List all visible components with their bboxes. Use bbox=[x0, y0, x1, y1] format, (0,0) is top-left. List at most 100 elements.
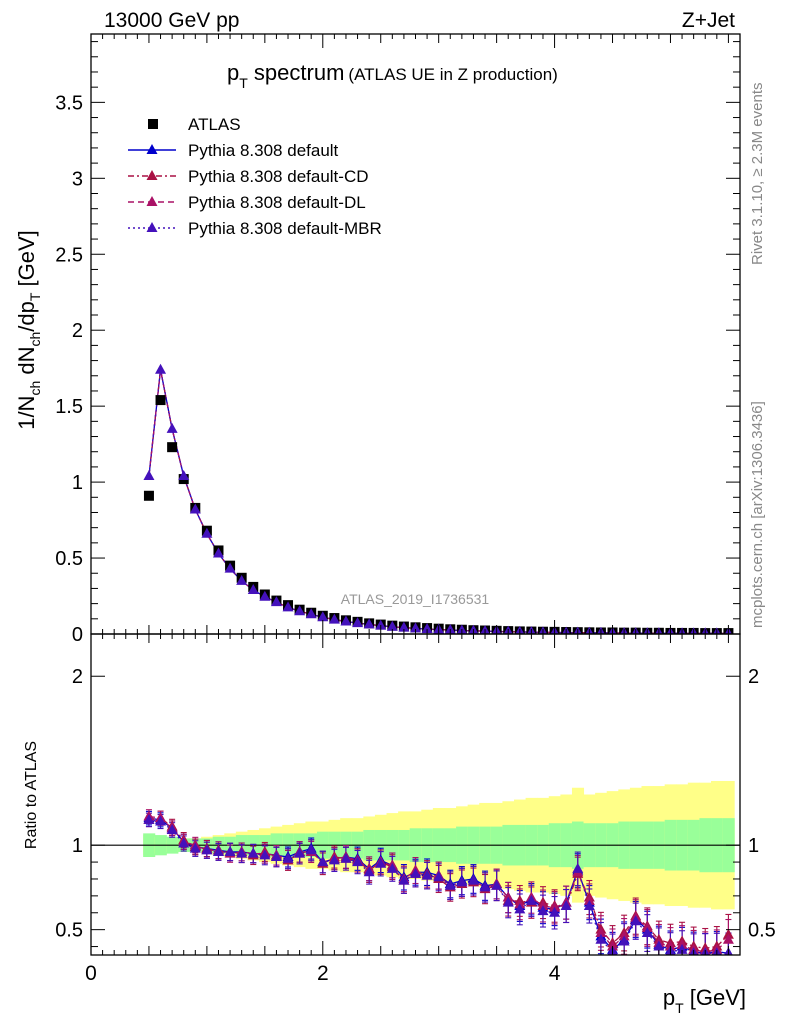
mc-point-top bbox=[236, 574, 248, 585]
ratio-point bbox=[595, 927, 607, 938]
ratio-point bbox=[618, 935, 630, 946]
ratio-point bbox=[560, 900, 572, 911]
ratio-point bbox=[224, 845, 236, 856]
ratio-point bbox=[328, 854, 340, 865]
atlas-point bbox=[167, 442, 178, 453]
ratio-point bbox=[201, 844, 213, 855]
ratio-point bbox=[282, 852, 294, 863]
ratio-point bbox=[583, 900, 595, 911]
mc-point-top bbox=[386, 620, 398, 631]
mc-point-top bbox=[201, 527, 213, 538]
ratio-point bbox=[653, 940, 665, 951]
ratio-point bbox=[317, 856, 329, 867]
ratio-point bbox=[189, 842, 201, 853]
ratio-point bbox=[444, 879, 456, 890]
ratio-point bbox=[212, 845, 224, 856]
legend-marker bbox=[146, 196, 158, 206]
mc-point-top bbox=[410, 622, 421, 633]
mc-point-top bbox=[155, 363, 167, 374]
mcplots-label: mcplots.cern.ch [arXiv:1306.3436] bbox=[749, 401, 766, 628]
mc-point-top bbox=[305, 608, 317, 619]
x-axis-label: pT [GeV] bbox=[663, 985, 746, 1016]
legend: ATLAS Pythia 8.308 default Pythia 8.308 de… bbox=[128, 115, 382, 238]
y-tick-label-bottom-right: 1 bbox=[748, 835, 759, 857]
header-process: Z+Jet bbox=[682, 9, 735, 32]
y-tick-label-top: 2.5 bbox=[55, 244, 83, 266]
mc-point-top bbox=[166, 422, 178, 433]
ratio-point bbox=[664, 940, 676, 951]
header-energy: 13000 GeV pp bbox=[104, 9, 239, 32]
ratio-point bbox=[502, 891, 514, 902]
mc-point-top bbox=[259, 590, 271, 601]
ratio-point bbox=[676, 943, 688, 954]
ratio-point bbox=[607, 940, 619, 951]
ratio-point bbox=[398, 874, 410, 885]
legend-label: Pythia 8.308 default-MBR bbox=[188, 219, 382, 238]
mc-point-top bbox=[340, 615, 352, 626]
mc-point-top bbox=[270, 596, 282, 607]
atlas-point bbox=[143, 490, 154, 501]
legend-marker bbox=[146, 144, 158, 154]
ratio-line bbox=[148, 819, 729, 954]
y-tick-label-bottom: 0.5 bbox=[55, 920, 83, 942]
ratio-point bbox=[676, 938, 688, 949]
ratio-point bbox=[352, 856, 364, 867]
ratio-point bbox=[143, 813, 155, 824]
ratio-point bbox=[514, 903, 526, 914]
mc-point-top bbox=[143, 470, 155, 481]
y-tick-label-top: 2 bbox=[72, 320, 83, 342]
ratio-point bbox=[270, 851, 282, 862]
mc-point-top bbox=[363, 618, 375, 629]
axes-frame: 0 2 400.511.522.533.50.5 0.51 12 2 bbox=[55, 33, 776, 985]
ratio-point bbox=[294, 847, 306, 858]
ratio-point bbox=[502, 896, 514, 907]
ratio-point bbox=[166, 823, 178, 834]
y-tick-label-bottom-right: 0.5 bbox=[748, 920, 776, 942]
ratio-point bbox=[467, 874, 479, 885]
ratio-panel-data bbox=[91, 809, 740, 955]
x-tick-label: 2 bbox=[317, 962, 329, 985]
ratio-point bbox=[491, 879, 503, 890]
y-axis-label-bottom: Ratio to ATLAS bbox=[23, 741, 40, 849]
ratio-point bbox=[549, 901, 561, 912]
ratio-point bbox=[386, 862, 398, 873]
y-tick-label-top: 1.5 bbox=[55, 396, 83, 418]
ratio-point bbox=[641, 927, 653, 938]
mc-point-top bbox=[212, 547, 224, 558]
ratio-point bbox=[537, 905, 549, 916]
ratio-point bbox=[583, 894, 595, 905]
ratio-point bbox=[630, 915, 642, 926]
ratio-point bbox=[259, 849, 271, 860]
ratio-point bbox=[410, 867, 421, 878]
ratio-point bbox=[479, 881, 491, 892]
ratio-point bbox=[525, 894, 537, 905]
ratio-point bbox=[618, 930, 630, 941]
ratio-point bbox=[722, 933, 734, 944]
legend-label: Pythia 8.308 default-CD bbox=[188, 167, 369, 186]
mc-point-top bbox=[282, 601, 294, 612]
ratio-point bbox=[375, 857, 387, 868]
mc-point-top bbox=[375, 619, 387, 630]
y-tick-label-top: 3.5 bbox=[55, 92, 83, 114]
ratio-point bbox=[247, 847, 259, 858]
mc-point-top bbox=[189, 503, 201, 514]
legend-marker bbox=[146, 170, 158, 180]
legend-marker bbox=[146, 222, 158, 232]
plot-title: pT spectrum (ATLAS UE in Z production) bbox=[227, 60, 558, 91]
analysis-watermark: ATLAS_2019_I1736531 bbox=[341, 591, 490, 607]
legend-marker-atlas bbox=[148, 119, 158, 129]
ratio-point bbox=[572, 862, 584, 873]
ratio-point bbox=[722, 928, 734, 939]
legend-label: Pythia 8.308 default-DL bbox=[188, 193, 366, 212]
y-tick-label-top: 0.5 bbox=[55, 548, 83, 570]
y-tick-label-bottom: 1 bbox=[72, 835, 83, 857]
mc-point-top bbox=[317, 611, 329, 622]
legend-label: Pythia 8.308 default bbox=[188, 141, 339, 160]
ratio-point bbox=[641, 921, 653, 932]
x-tick-label: 4 bbox=[549, 962, 561, 985]
y-tick-label-bottom: 2 bbox=[72, 666, 83, 688]
atlas-point bbox=[155, 395, 166, 406]
ratio-point bbox=[236, 847, 248, 858]
ratio-point bbox=[433, 871, 445, 882]
